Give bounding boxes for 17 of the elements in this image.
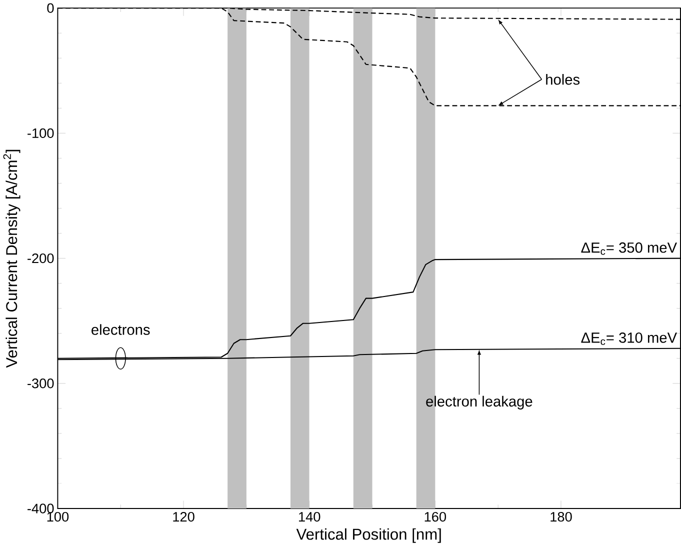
series-label: ΔE$_{c}$= 310 meV bbox=[581, 332, 677, 345]
annotation: electron leakage bbox=[426, 396, 532, 410]
x-tick-label: 160 bbox=[424, 512, 446, 522]
x-tick-label: 100 bbox=[47, 512, 69, 522]
x-tick-label: 120 bbox=[173, 512, 194, 522]
y-axis-title: Vertical Current Density [A/cm$^{2}$] bbox=[3, 150, 20, 368]
y-tick-label: -100 bbox=[28, 128, 54, 138]
y-tick-label: -400 bbox=[28, 504, 54, 514]
x-axis-title: Vertical Position [nm] bbox=[296, 528, 441, 543]
y-tick-label: -200 bbox=[28, 253, 54, 264]
x-tick-label: 180 bbox=[550, 512, 572, 522]
x-tick-label: 140 bbox=[299, 512, 320, 522]
y-tick-label: 0 bbox=[47, 3, 54, 13]
series-label: ΔE$_{c}$= 350 meV bbox=[581, 242, 677, 255]
y-tick-label: -300 bbox=[28, 378, 54, 388]
annotation: holes bbox=[546, 74, 580, 85]
annotation: electrons bbox=[92, 324, 150, 335]
